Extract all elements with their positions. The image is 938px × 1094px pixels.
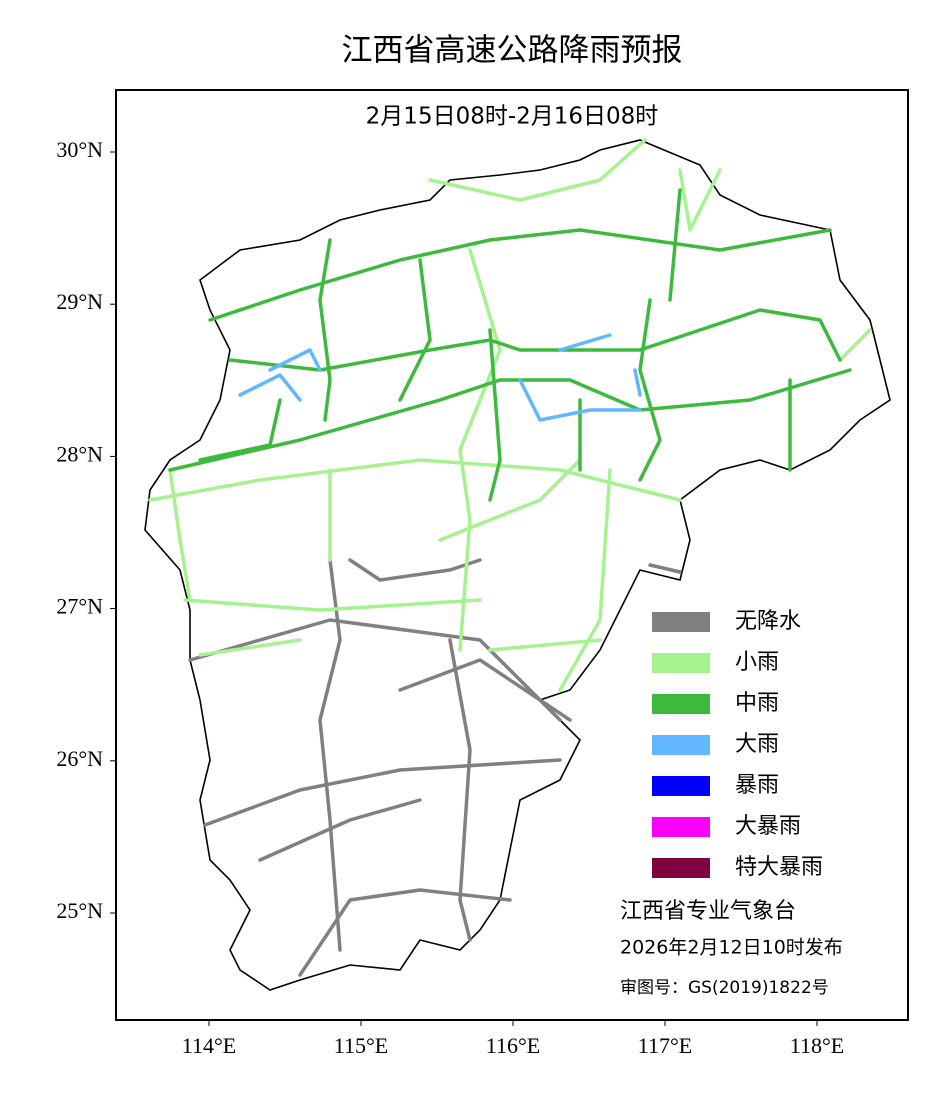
legend-label: 无降水	[735, 609, 801, 634]
roads	[148, 138, 872, 977]
lat-tick-label: 28°N	[56, 441, 103, 466]
province-outline	[144, 139, 891, 991]
lat-tick-label: 30°N	[56, 137, 103, 162]
road-segment	[228, 338, 562, 372]
lon-tick-label: 116°E	[486, 1033, 540, 1058]
road-segment	[168, 368, 852, 472]
map-title: 江西省高速公路降雨预报	[342, 33, 683, 69]
map-frame	[115, 89, 909, 1021]
lat-tick-label: 26°N	[56, 746, 103, 771]
road-segment	[318, 238, 332, 422]
lon-tick-label: 114°E	[182, 1033, 236, 1058]
lon-tick-label: 117°E	[638, 1033, 692, 1058]
road-segment	[558, 308, 842, 362]
road-segment	[668, 188, 682, 302]
road-segment	[678, 168, 722, 232]
road-segment	[268, 348, 322, 372]
road-segment	[238, 373, 302, 402]
legend-label: 大雨	[735, 732, 779, 757]
road-segment	[488, 328, 502, 502]
road-segment	[458, 248, 502, 652]
legend-swatch	[652, 776, 710, 796]
lon-tick-label: 118°E	[790, 1033, 844, 1058]
road-segment	[188, 618, 562, 722]
road-segment	[198, 398, 282, 462]
road-segment	[838, 328, 872, 362]
legend-swatch	[652, 612, 710, 632]
issuer: 江西省专业气象台	[620, 899, 796, 924]
road-segment	[318, 558, 342, 952]
lat-tick-label: 27°N	[56, 594, 103, 619]
road-segment	[208, 228, 832, 322]
road-segment	[638, 298, 662, 482]
legend-label: 暴雨	[735, 773, 779, 798]
legend-swatch	[652, 858, 710, 878]
legend-label: 大暴雨	[735, 814, 801, 839]
road-segment	[488, 638, 602, 652]
lat-tick-label: 25°N	[56, 898, 103, 923]
legend-label: 中雨	[735, 691, 779, 716]
road-segment	[183, 598, 482, 612]
road-segment	[448, 638, 472, 942]
road-segment	[258, 798, 422, 862]
road-segment	[633, 368, 642, 397]
road-segment	[518, 378, 642, 422]
lon-tick-label: 115°E	[334, 1033, 388, 1058]
legend-swatch	[652, 694, 710, 714]
legend-swatch	[652, 735, 710, 755]
road-segment	[198, 638, 302, 657]
approval-number: 审图号：GS(2019)1822号	[620, 978, 829, 998]
legend-label: 小雨	[735, 650, 779, 675]
road-segment	[168, 468, 192, 602]
road-segment	[438, 458, 582, 542]
legend-swatch	[652, 817, 710, 837]
road-segment	[203, 758, 562, 827]
road-segment	[298, 888, 512, 977]
road-segment	[398, 258, 432, 402]
legend-label: 特大暴雨	[735, 855, 823, 880]
road-segment	[558, 333, 612, 352]
issue-time: 2026年2月12日10时发布	[620, 937, 843, 959]
legend-swatch	[652, 653, 710, 673]
road-segment	[148, 458, 682, 502]
lat-tick-label: 29°N	[56, 289, 103, 314]
road-segment	[558, 468, 612, 692]
road-segment	[398, 658, 572, 722]
map-subtitle: 2月15日08时-2月16日08时	[366, 104, 659, 130]
road-segment	[428, 138, 647, 202]
road-segment	[648, 563, 682, 574]
